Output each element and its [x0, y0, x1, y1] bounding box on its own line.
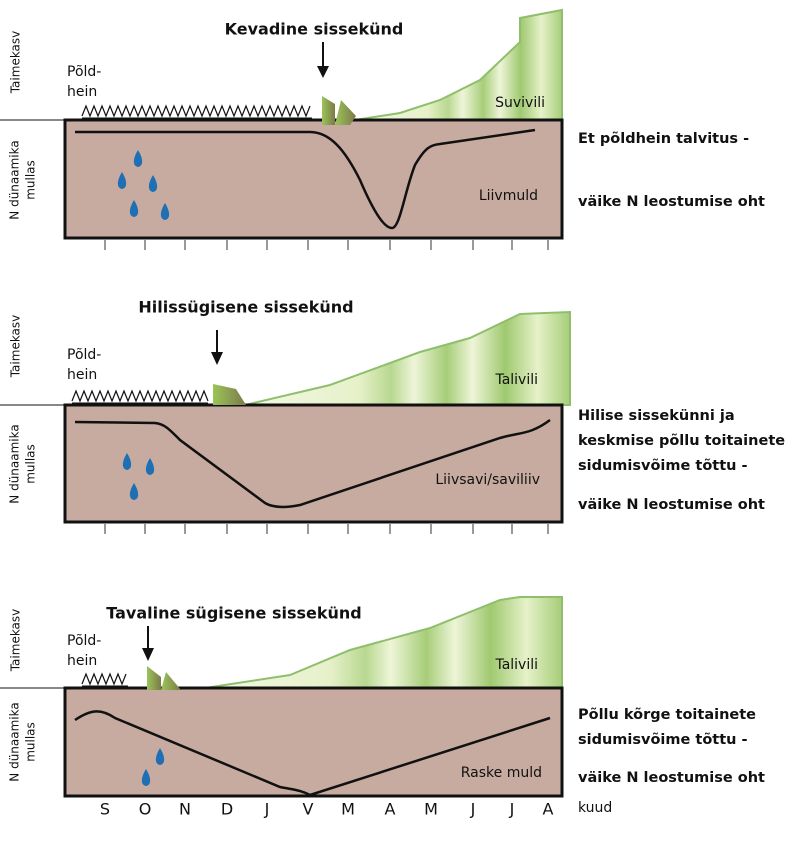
drop [129, 200, 139, 217]
month-label: V [303, 800, 314, 819]
residue [213, 384, 246, 405]
month-label: N [179, 800, 191, 819]
drop [117, 172, 127, 189]
arrow-head [211, 352, 223, 365]
n-axis: mullas [24, 160, 38, 200]
n-curve [74, 710, 551, 797]
n-curve [74, 418, 551, 509]
note: väike N leostumise oht [578, 497, 765, 513]
drop [141, 769, 151, 786]
n-axis: N dünaamika [8, 140, 22, 219]
growth-axis: Taimekasv [9, 315, 23, 379]
month-label: M [424, 800, 438, 819]
n-axis: mullas [24, 444, 38, 484]
months-unit: kuud [578, 800, 612, 816]
drop [160, 203, 170, 220]
soil-label: Raske muld [461, 765, 542, 781]
plant-label: hein [67, 653, 97, 669]
drop [145, 458, 155, 475]
residue [161, 672, 181, 690]
title: Tavaline sügisene sissekünd [106, 604, 361, 623]
residue [147, 666, 161, 690]
note: sidumisvõime tõttu - [578, 732, 748, 748]
month-label: J [509, 800, 515, 819]
growth [244, 310, 571, 406]
growth [204, 596, 563, 689]
note: väike N leostumise oht [578, 770, 765, 786]
soil-box [63, 118, 564, 240]
month-label: J [470, 800, 476, 819]
note: sidumisvõime tõttu - [578, 458, 748, 474]
grass [71, 389, 209, 403]
note: Põllu kõrge toitainete [578, 707, 756, 723]
n-axis: N dünaamika [8, 424, 22, 503]
soil-label: Liivmuld [479, 188, 538, 204]
plant-label: Põld- [67, 347, 101, 363]
month-label: J [264, 800, 270, 819]
growth-axis: Taimekasv [9, 31, 23, 95]
month-label: O [139, 800, 152, 819]
note: väike N leostumise oht [578, 194, 765, 210]
month-label: D [221, 800, 233, 819]
note: keskmise põllu toitainete [578, 433, 785, 449]
n-axis: N dünaamika [8, 702, 22, 781]
n-curve [75, 128, 536, 230]
residue [322, 96, 335, 125]
drop [148, 175, 158, 192]
n-axis: mullas [24, 722, 38, 762]
soil-label: Liivsavi/saviliiv [435, 472, 540, 488]
plant-label: Põld- [67, 64, 101, 80]
plant-label: hein [67, 367, 97, 383]
grass [81, 104, 311, 118]
drop [129, 483, 139, 500]
growth-axis: Taimekasv [9, 609, 23, 673]
title: Kevadine sissekünd [225, 20, 404, 39]
month-label: M [341, 800, 355, 819]
month-label: A [385, 800, 396, 819]
drop [122, 453, 132, 470]
title: Hilissügisene sissekünd [138, 298, 353, 317]
note: Et põldhein talvitus - [578, 131, 749, 147]
month-label: A [543, 800, 554, 819]
crop-label: Suvivili [495, 95, 545, 111]
growth [354, 8, 563, 121]
note: Hilise sissekünni ja [578, 408, 735, 424]
plant-label: Põld- [67, 633, 101, 649]
crop-label: Talivili [494, 372, 538, 388]
grass [81, 672, 127, 686]
drop [155, 748, 165, 765]
crop-label: Talivili [494, 657, 538, 673]
drop [133, 150, 143, 167]
plant-label: hein [67, 84, 97, 100]
arrow-head [142, 648, 154, 661]
arrow-head [317, 66, 329, 78]
month-label: S [100, 800, 110, 819]
residue [335, 100, 356, 125]
